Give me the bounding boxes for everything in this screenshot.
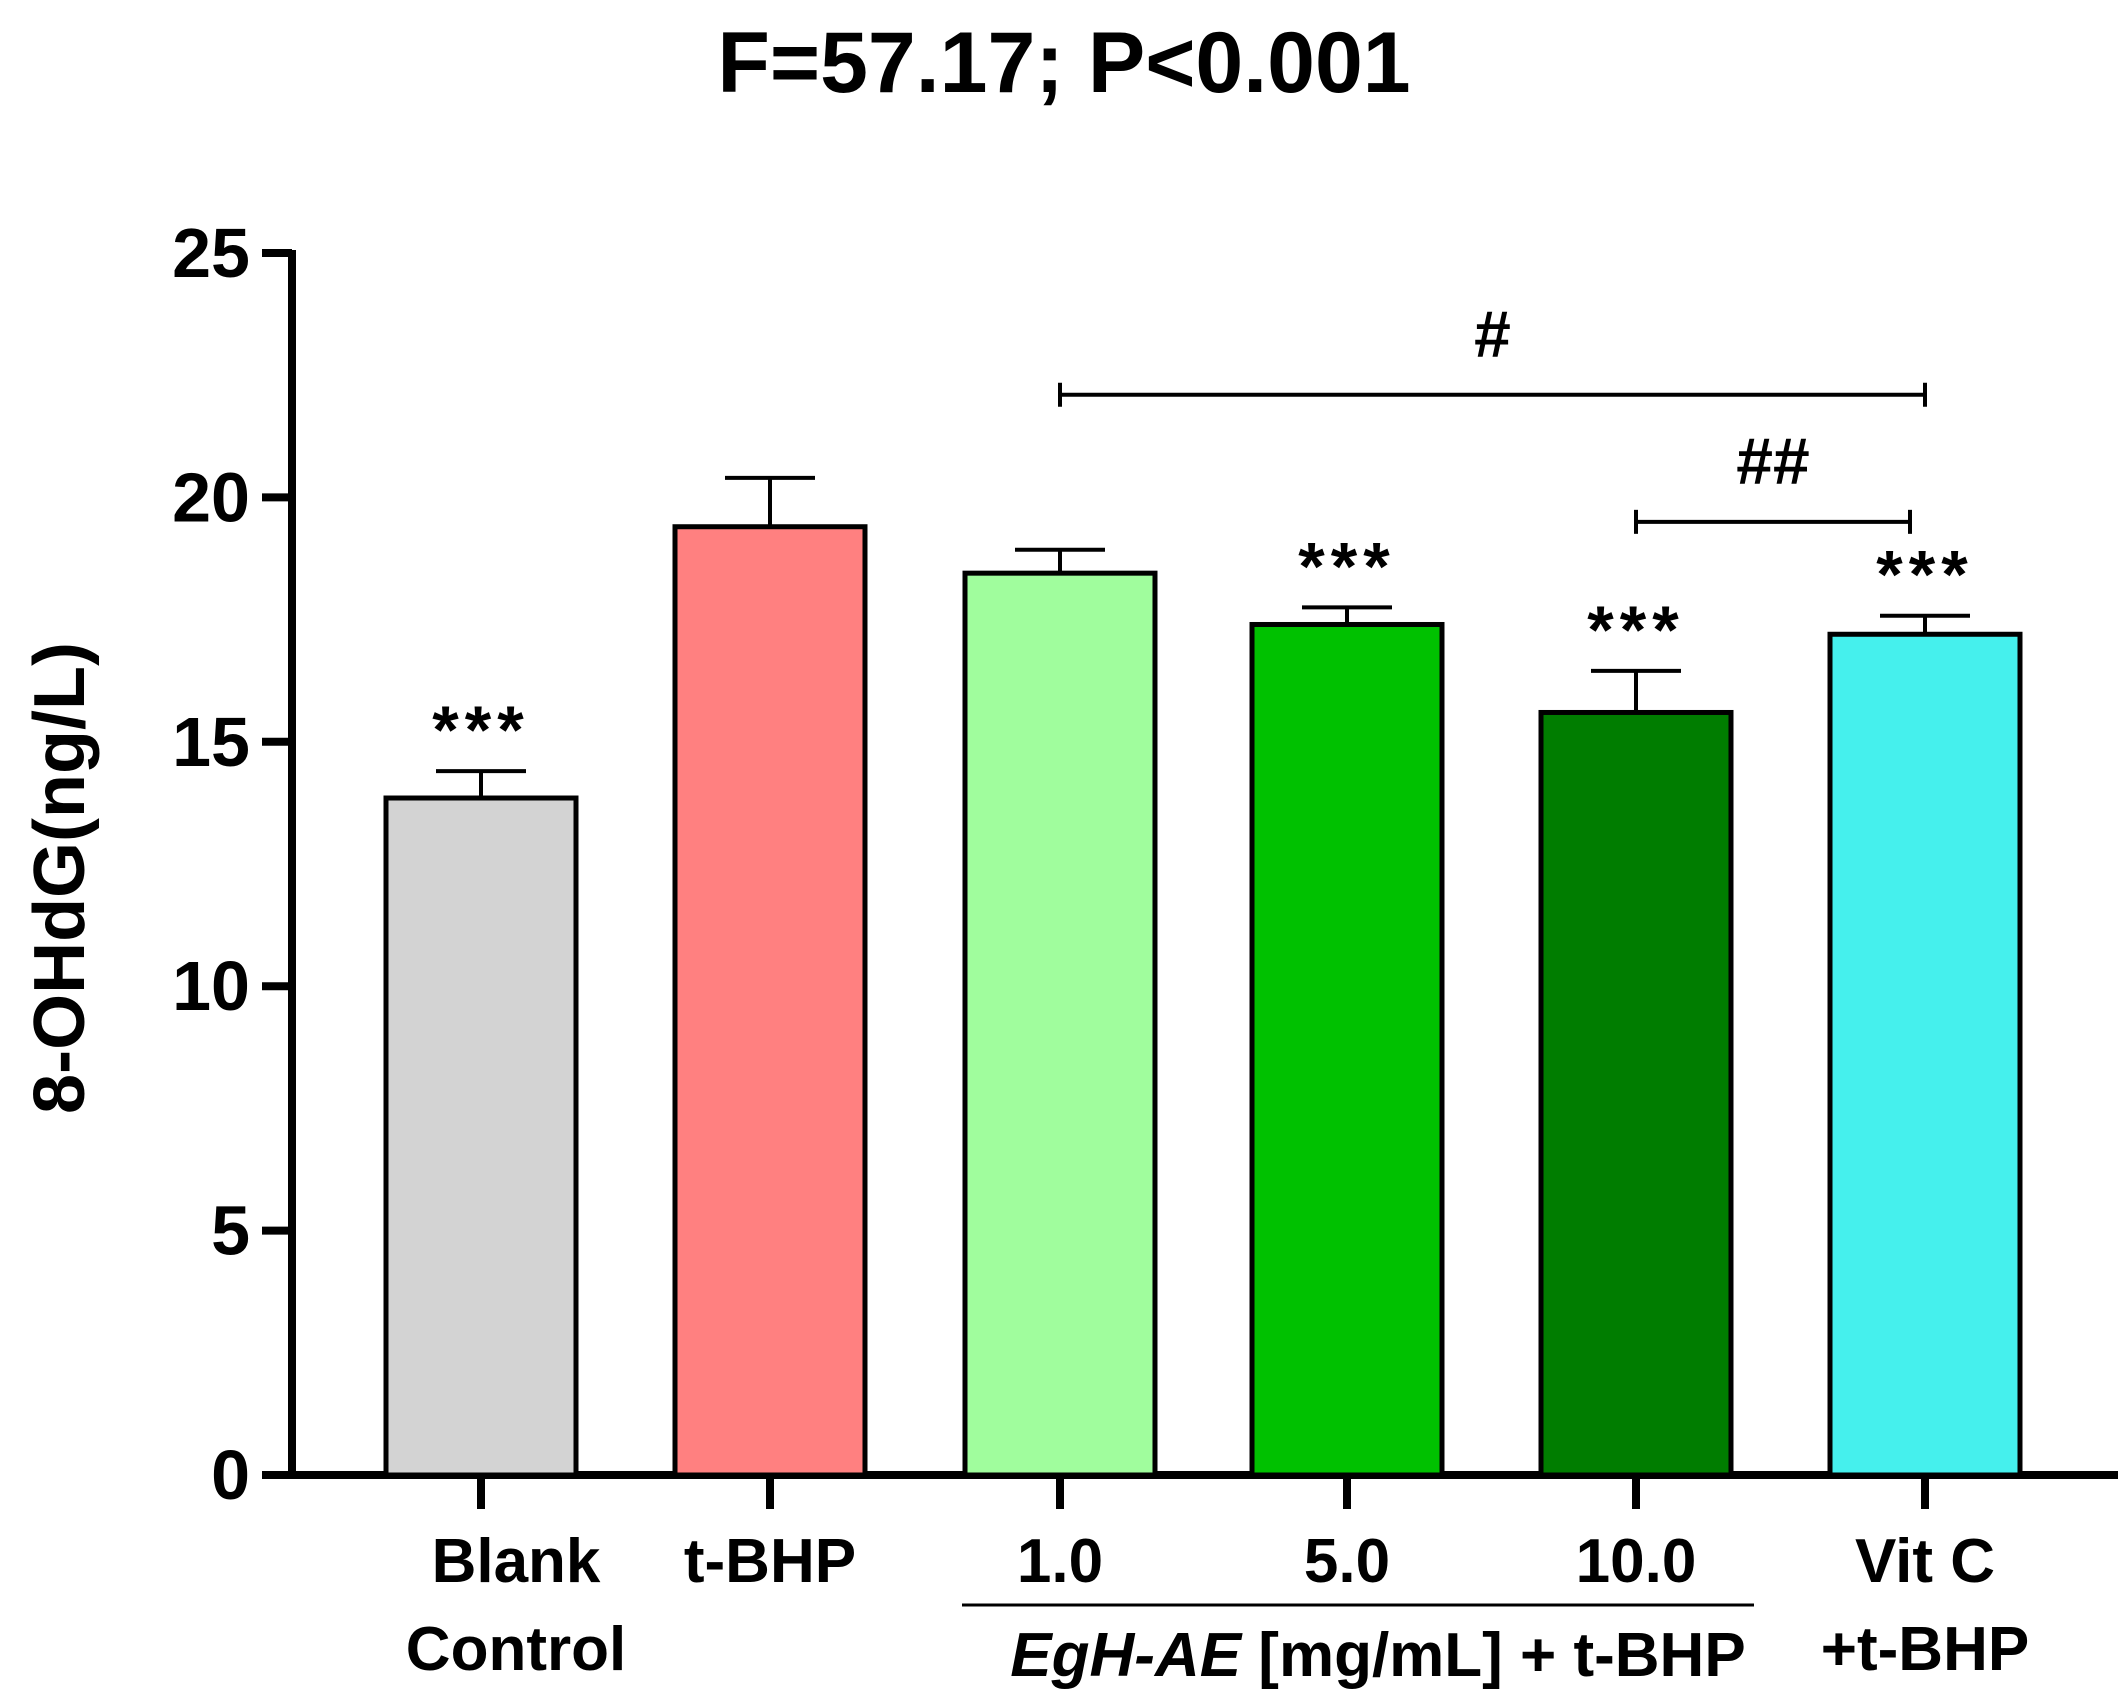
bar-egh-5	[1249, 621, 1445, 1478]
group-label-rest: [mg/mL] + t-BHP	[1241, 1621, 1746, 1690]
y-axis: 0 5 10 15 20 25	[172, 214, 296, 1514]
x-tick-label: Vit C	[1855, 1527, 1995, 1596]
bar-t-bhp	[672, 524, 868, 1478]
comparison-label: #	[1474, 297, 1511, 371]
y-tick-label: 5	[211, 1192, 250, 1270]
bar-egh-10	[1538, 709, 1734, 1478]
chart-title: F=57.17; P<0.001	[717, 15, 1410, 111]
x-tick-label: Control	[406, 1615, 626, 1684]
significance-marker: ***	[1298, 528, 1395, 604]
x-tick-label: Blank	[432, 1527, 601, 1596]
group-label-italic: EgH-AE	[1010, 1621, 1242, 1690]
bars	[383, 475, 2023, 1478]
significance-marker: ***	[1587, 592, 1684, 668]
x-tick-label: 5.0	[1304, 1527, 1390, 1596]
y-axis-label: 8-OHdG(ng/L)	[20, 642, 100, 1114]
comparison-label: ##	[1736, 424, 1809, 498]
y-tick-label: 0	[211, 1436, 250, 1514]
significance-marker: ***	[432, 692, 529, 768]
group-label: EgH-AE [mg/mL] + t-BHP	[1010, 1621, 1745, 1690]
x-tick-label: +t-BHP	[1821, 1615, 2029, 1684]
x-axis: Blank Control t-BHP 1.0 5.0 10.0 Vit C +t-BHP Eg…	[288, 1471, 2118, 1690]
bar-vitc	[1827, 631, 2023, 1478]
x-tick-label: 10.0	[1576, 1527, 1697, 1596]
y-tick-label: 10	[172, 947, 250, 1025]
x-tick-label: 1.0	[1017, 1527, 1103, 1596]
bar-egh-1	[962, 570, 1158, 1478]
x-tick-label: t-BHP	[684, 1527, 856, 1596]
annotations: ************###	[432, 297, 1973, 768]
y-tick-label: 20	[172, 458, 250, 536]
bar-blank-control	[383, 795, 579, 1478]
y-tick-label: 25	[172, 214, 250, 292]
y-tick-label: 15	[172, 703, 250, 781]
significance-marker: ***	[1876, 537, 1973, 613]
